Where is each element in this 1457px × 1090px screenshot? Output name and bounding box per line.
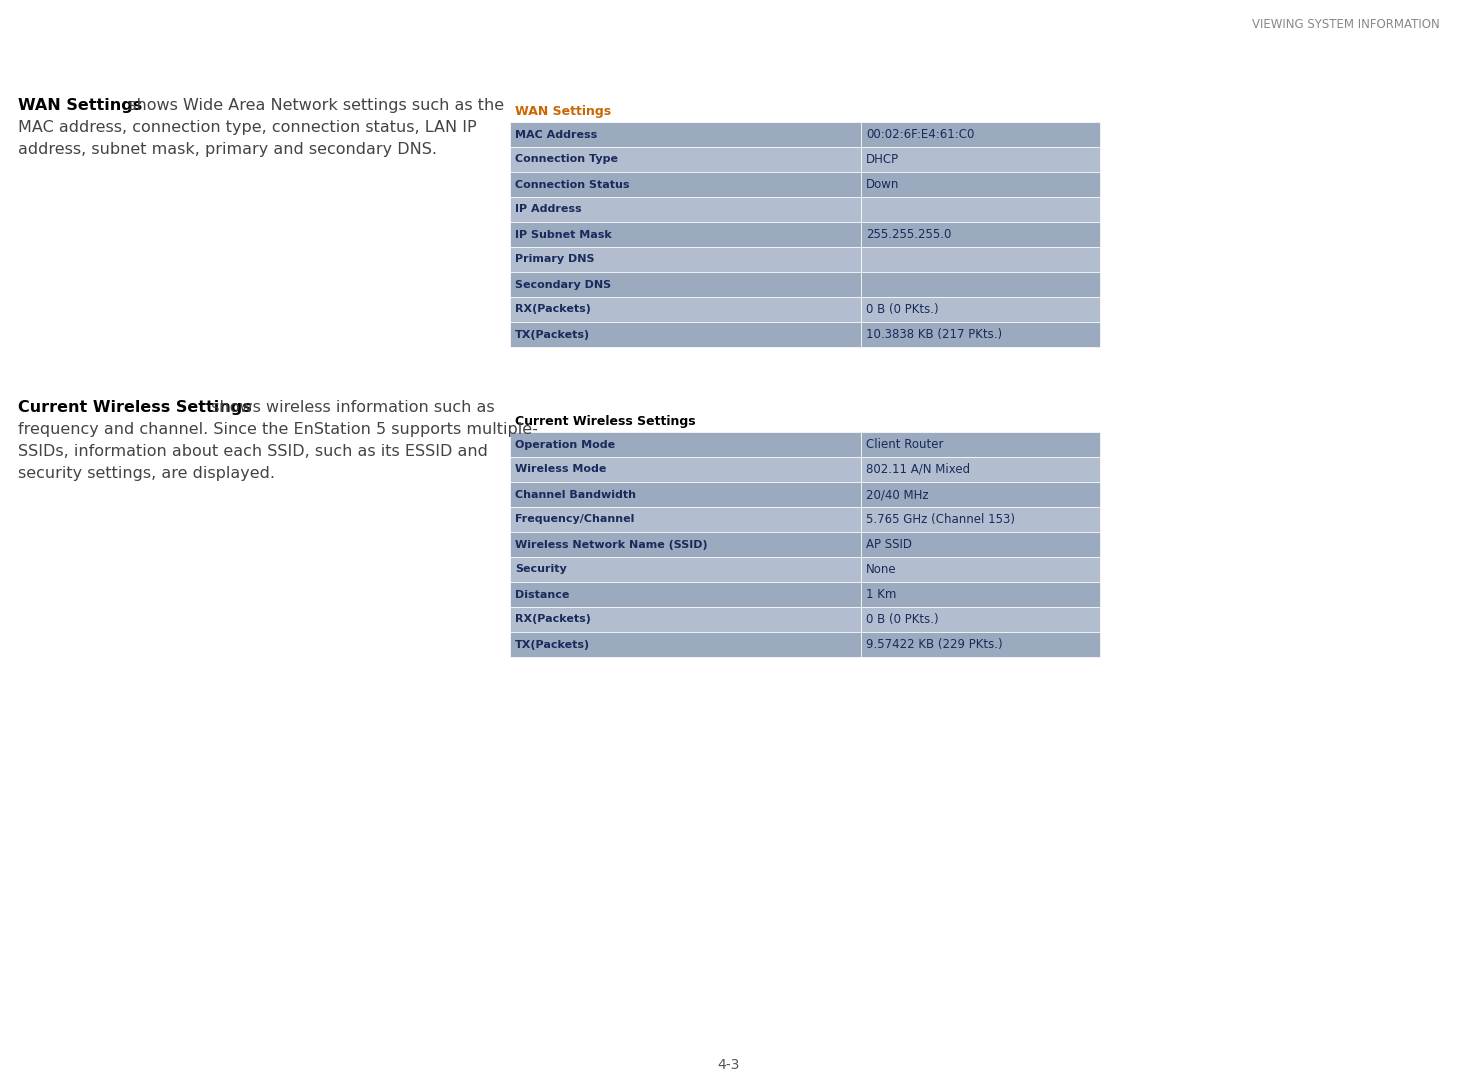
Text: WAN Settings: WAN Settings [514,105,610,118]
Text: Primary DNS: Primary DNS [514,254,594,265]
Text: RX(Packets): RX(Packets) [514,615,592,625]
Bar [861,322,1100,347]
Bar [861,432,1100,457]
Text: 20/40 MHz: 20/40 MHz [865,488,928,501]
Bar [510,632,861,657]
Bar [510,247,861,272]
Text: 0 B (0 PKts.): 0 B (0 PKts.) [865,613,938,626]
Text: Connection Status: Connection Status [514,180,629,190]
Bar [510,100,1100,122]
Text: 0 B (0 PKts.): 0 B (0 PKts.) [865,303,938,316]
Bar [861,172,1100,197]
Bar [510,272,861,296]
Text: 5.765 GHz (Channel 153): 5.765 GHz (Channel 153) [865,513,1016,526]
Text: Security: Security [514,565,567,574]
Bar [861,296,1100,322]
Text: IP Address: IP Address [514,205,581,215]
Text: Connection Type: Connection Type [514,155,618,165]
Bar [510,507,861,532]
Bar [510,557,861,582]
Text: 255.255.255.0: 255.255.255.0 [865,228,951,241]
Bar [861,557,1100,582]
Bar [510,197,861,222]
Text: Frequency/Channel: Frequency/Channel [514,514,634,524]
Text: security settings, are displayed.: security settings, are displayed. [17,467,275,481]
Bar [861,147,1100,172]
Text: frequency and channel. Since the EnStation 5 supports multiple-: frequency and channel. Since the EnStati… [17,422,538,437]
Text: MAC Address: MAC Address [514,130,597,140]
Bar [510,410,1100,432]
Text: Down: Down [865,178,899,191]
Bar [861,532,1100,557]
Text: Client Router: Client Router [865,438,944,451]
Bar [510,147,861,172]
Bar [510,222,861,247]
Bar [861,197,1100,222]
Text: Operation Mode: Operation Mode [514,439,615,449]
Text: 9.57422 KB (229 PKts.): 9.57422 KB (229 PKts.) [865,638,1002,651]
Text: Current Wireless Settings: Current Wireless Settings [514,414,695,427]
Text: WAN Settings: WAN Settings [17,98,143,113]
Text: TX(Packets): TX(Packets) [514,640,590,650]
Bar [861,457,1100,482]
Bar [861,222,1100,247]
Bar [510,582,861,607]
Bar [510,172,861,197]
Bar [510,482,861,507]
Bar [861,582,1100,607]
Text: 00:02:6F:E4:61:C0: 00:02:6F:E4:61:C0 [865,128,975,141]
Bar [510,432,861,457]
Text: RX(Packets): RX(Packets) [514,304,592,315]
Text: None: None [865,564,896,576]
Text: Secondary DNS: Secondary DNS [514,279,610,290]
Text: MAC address, connection type, connection status, LAN IP: MAC address, connection type, connection… [17,120,476,135]
Text: 10.3838 KB (217 PKts.): 10.3838 KB (217 PKts.) [865,328,1002,341]
Text: VIEWING SYSTEM INFORMATION: VIEWING SYSTEM INFORMATION [1252,19,1440,31]
Bar [861,607,1100,632]
Text: DHCP: DHCP [865,153,899,166]
Bar [510,296,861,322]
Text: 802.11 A/N Mixed: 802.11 A/N Mixed [865,463,970,476]
Text: IP Subnet Mask: IP Subnet Mask [514,230,612,240]
Text: shows Wide Area Network settings such as the: shows Wide Area Network settings such as… [118,98,504,113]
Text: Distance: Distance [514,590,570,600]
Bar [861,122,1100,147]
Bar [861,247,1100,272]
Bar [510,607,861,632]
Bar [861,272,1100,296]
Bar [861,632,1100,657]
Text: 4-3: 4-3 [717,1058,739,1071]
Text: Wireless Mode: Wireless Mode [514,464,606,474]
Bar [510,122,861,147]
Bar [510,457,861,482]
Bar [510,532,861,557]
Text: SSIDs, information about each SSID, such as its ESSID and: SSIDs, information about each SSID, such… [17,444,488,459]
Text: Current Wireless Settings: Current Wireless Settings [17,400,252,415]
Text: AP SSID: AP SSID [865,538,912,552]
Text: Wireless Network Name (SSID): Wireless Network Name (SSID) [514,540,708,549]
Text: 1 Km: 1 Km [865,588,896,601]
Text: TX(Packets): TX(Packets) [514,329,590,339]
Bar [861,482,1100,507]
Text: shows wireless information such as: shows wireless information such as [201,400,494,415]
Text: address, subnet mask, primary and secondary DNS.: address, subnet mask, primary and second… [17,142,437,157]
Bar [861,507,1100,532]
Text: Channel Bandwidth: Channel Bandwidth [514,489,637,499]
Bar [510,322,861,347]
